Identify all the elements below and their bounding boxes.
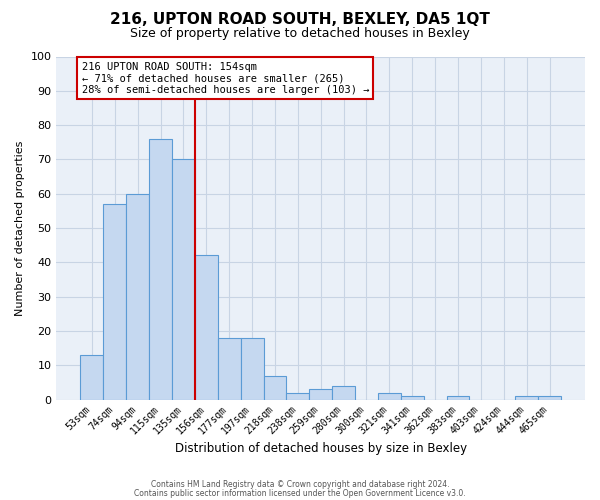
Bar <box>263 376 286 400</box>
Bar <box>515 396 538 400</box>
Text: 216 UPTON ROAD SOUTH: 154sqm
← 71% of detached houses are smaller (265)
28% of s: 216 UPTON ROAD SOUTH: 154sqm ← 71% of de… <box>82 62 369 95</box>
X-axis label: Distribution of detached houses by size in Bexley: Distribution of detached houses by size … <box>175 442 467 455</box>
Bar <box>172 160 195 400</box>
Bar <box>241 338 263 400</box>
Y-axis label: Number of detached properties: Number of detached properties <box>15 140 25 316</box>
Bar <box>103 204 126 400</box>
Bar <box>332 386 355 400</box>
Bar <box>218 338 241 400</box>
Bar <box>195 256 218 400</box>
Bar <box>401 396 424 400</box>
Bar <box>286 392 309 400</box>
Text: Contains HM Land Registry data © Crown copyright and database right 2024.: Contains HM Land Registry data © Crown c… <box>151 480 449 489</box>
Bar <box>149 139 172 400</box>
Bar <box>309 390 332 400</box>
Bar <box>446 396 469 400</box>
Bar <box>378 392 401 400</box>
Text: Contains public sector information licensed under the Open Government Licence v3: Contains public sector information licen… <box>134 488 466 498</box>
Bar <box>126 194 149 400</box>
Bar <box>538 396 561 400</box>
Text: 216, UPTON ROAD SOUTH, BEXLEY, DA5 1QT: 216, UPTON ROAD SOUTH, BEXLEY, DA5 1QT <box>110 12 490 28</box>
Bar <box>80 355 103 400</box>
Text: Size of property relative to detached houses in Bexley: Size of property relative to detached ho… <box>130 28 470 40</box>
